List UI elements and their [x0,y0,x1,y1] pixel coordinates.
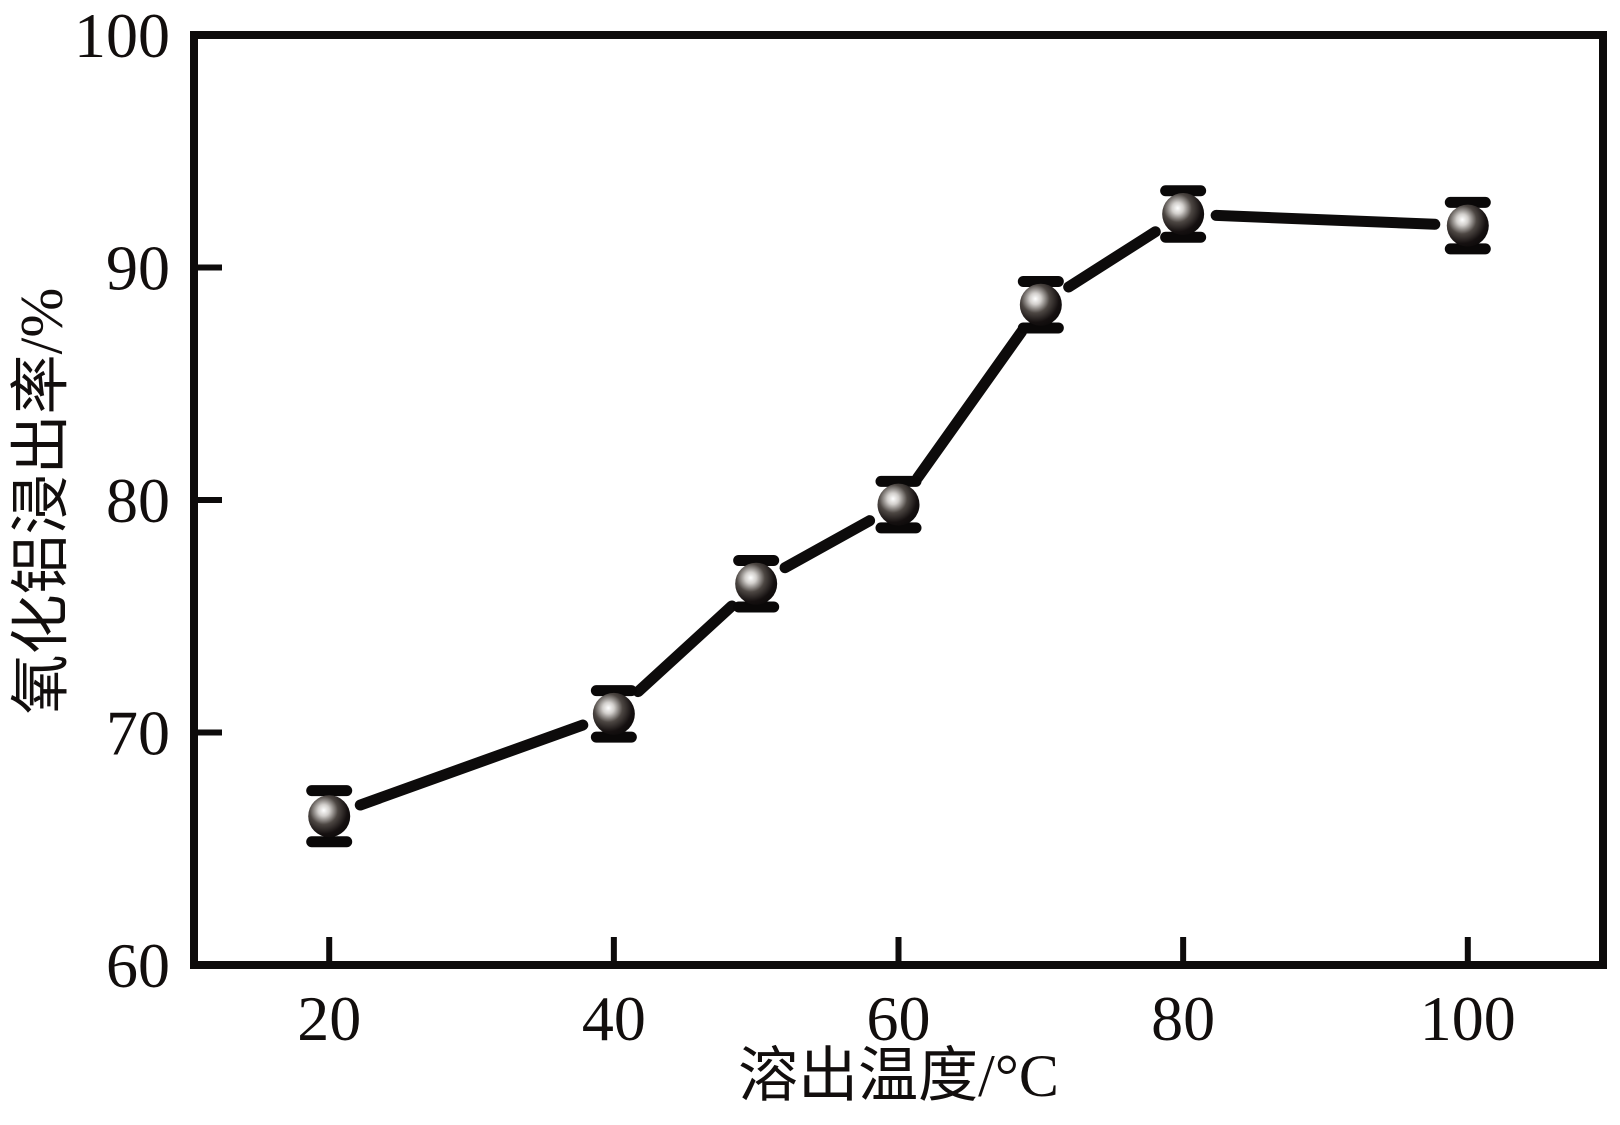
series-line-segment [632,600,738,698]
error-bar-cap-bottom [733,601,780,613]
error-bar-cap-bottom [1160,231,1207,243]
error-bar-cap-bottom [875,522,922,534]
error-bar-cap-bottom [1444,243,1491,255]
x-tick-label: 60 [867,983,931,1054]
error-bar-cap-bottom [590,731,637,743]
data-point-marker [735,562,778,605]
y-tick-label: 60 [106,930,170,1001]
data-point-marker [1446,204,1489,247]
y-tick-label: 100 [74,0,170,71]
error-bar-cap-bottom [306,836,353,848]
y-axis-label: 氧化铝浸出率/% [8,287,75,715]
data-point-marker [1019,283,1062,326]
x-tick-label: 40 [582,983,646,1054]
data-point-marker [592,692,635,735]
error-bar-cap-top [306,785,353,797]
x-tick-label: 80 [1151,983,1215,1054]
data-point-marker [877,483,920,526]
series-line-segment [354,719,589,811]
error-bar-cap-top [1160,185,1207,197]
y-tick-label: 70 [106,698,170,769]
data-point-marker [1162,193,1205,236]
x-tick-label: 100 [1420,983,1516,1054]
series-line-segment [1063,226,1161,293]
error-bar-cap-top [1017,275,1064,287]
y-tick-label: 80 [106,465,170,536]
error-bar-cap-top [875,475,922,487]
series-line-segment [779,515,876,574]
error-bar-cap-top [1444,196,1491,208]
error-bar-cap-top [733,554,780,566]
data-point-marker [308,795,351,838]
x-tick-label: 20 [297,983,361,1054]
x-axis-label: 溶出温度/°C [738,1043,1059,1109]
series-line-segment [912,326,1028,484]
series-line-segment [1210,209,1441,230]
plot-frame [190,31,1607,969]
error-bar-cap-bottom [1017,322,1064,334]
y-tick-label: 90 [106,233,170,304]
error-bar-cap-top [590,685,637,697]
